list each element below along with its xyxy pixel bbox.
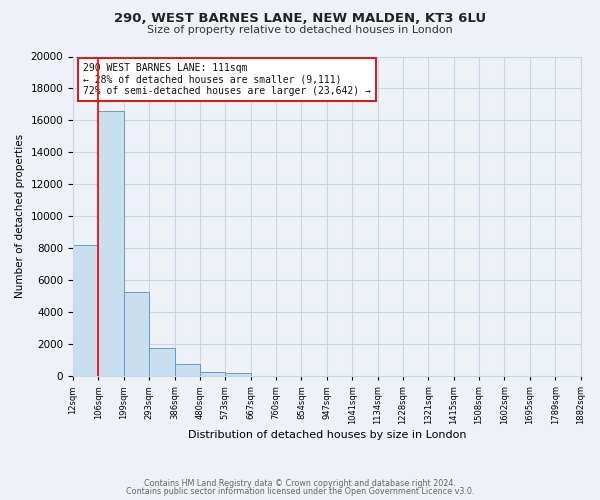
Text: Size of property relative to detached houses in London: Size of property relative to detached ho… bbox=[147, 25, 453, 35]
X-axis label: Distribution of detached houses by size in London: Distribution of detached houses by size … bbox=[188, 430, 466, 440]
Text: 290 WEST BARNES LANE: 111sqm
← 28% of detached houses are smaller (9,111)
72% of: 290 WEST BARNES LANE: 111sqm ← 28% of de… bbox=[83, 63, 371, 96]
Bar bbox=[175, 364, 200, 376]
Bar bbox=[149, 348, 175, 376]
Text: Contains HM Land Registry data © Crown copyright and database right 2024.: Contains HM Land Registry data © Crown c… bbox=[144, 478, 456, 488]
Bar bbox=[98, 111, 124, 376]
Text: Contains public sector information licensed under the Open Government Licence v3: Contains public sector information licen… bbox=[126, 487, 474, 496]
Text: 290, WEST BARNES LANE, NEW MALDEN, KT3 6LU: 290, WEST BARNES LANE, NEW MALDEN, KT3 6… bbox=[114, 12, 486, 26]
Bar bbox=[200, 372, 225, 376]
Bar bbox=[124, 292, 149, 376]
Bar bbox=[225, 374, 251, 376]
Y-axis label: Number of detached properties: Number of detached properties bbox=[15, 134, 25, 298]
Bar bbox=[73, 245, 98, 376]
